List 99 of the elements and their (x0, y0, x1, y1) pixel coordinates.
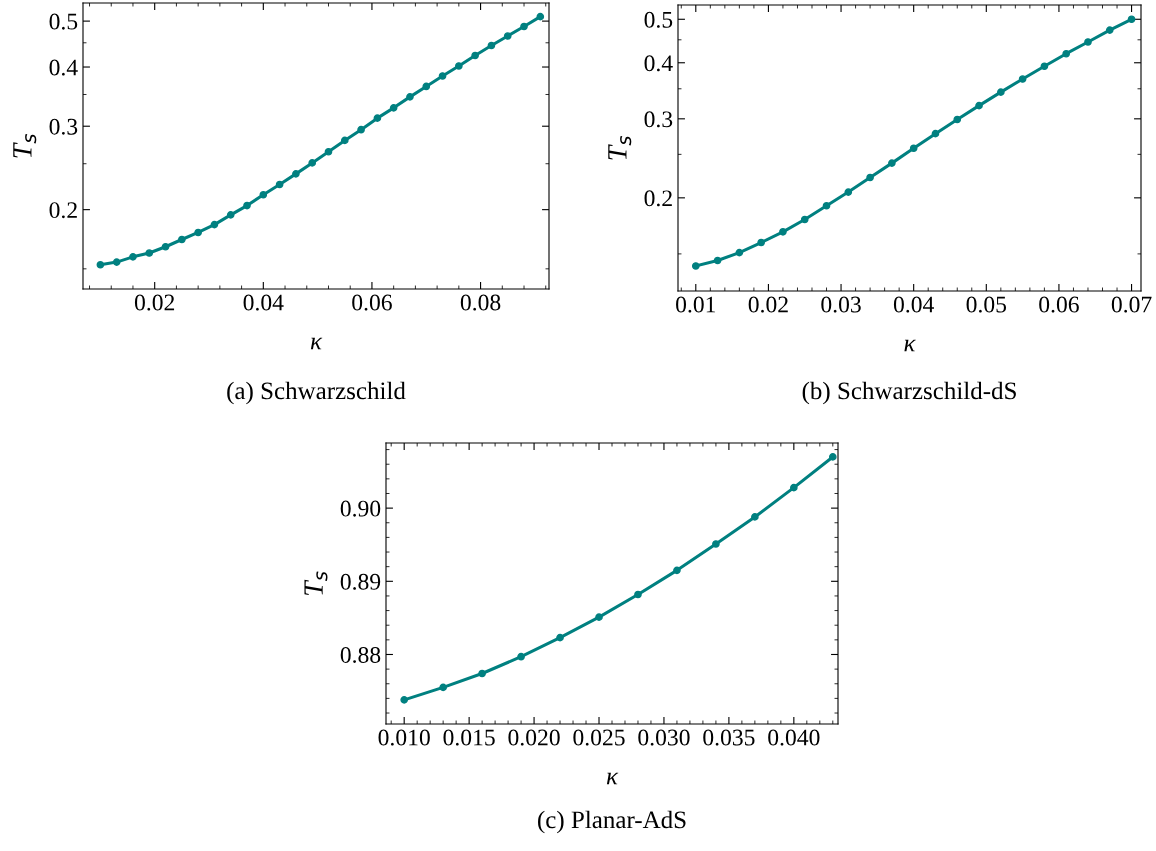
point (357, 125, 365, 134)
y-tick-label: 0.89 (340, 573, 381, 590)
point (800, 215, 809, 224)
point (822, 201, 831, 210)
y-tick-label: 0.3 (49, 118, 78, 135)
y-axis-title: T$_{s}$ (608, 135, 632, 160)
text: (c) Planar-AdS (538, 810, 686, 834)
point (517, 652, 525, 661)
point (259, 190, 268, 199)
x-tick-label: 0.040 (768, 729, 820, 746)
point (96, 260, 105, 269)
x-tick-label: 0.06 (352, 294, 392, 311)
y-tick-label: 0.88 (340, 646, 381, 664)
point (406, 93, 414, 101)
text: (b) Schwarzschild-dS (802, 381, 1016, 405)
point (751, 513, 759, 521)
y-tick-label: 0.5 (644, 11, 673, 28)
point (997, 88, 1005, 96)
point (975, 101, 983, 110)
y-tick-label: 0.90 (340, 500, 381, 517)
point (161, 242, 170, 251)
x-tick-label: 0.07 (1111, 296, 1152, 313)
point (487, 41, 496, 50)
x-tick-label: 0.030 (638, 729, 690, 746)
point (634, 590, 642, 599)
point (438, 72, 447, 80)
point (210, 220, 219, 229)
x-tick-label: 0.04 (893, 296, 934, 313)
point (340, 136, 349, 145)
point (422, 82, 431, 91)
point (953, 115, 962, 124)
x-tick-label: 0.04 (243, 294, 284, 311)
y-axis-title: T$_{s}$ (304, 571, 328, 596)
point (595, 613, 603, 621)
point (275, 180, 284, 189)
point (757, 238, 765, 247)
point (129, 253, 137, 261)
y-axis-title: T$_{s}$ (13, 133, 37, 158)
point (556, 633, 564, 642)
point (844, 188, 853, 196)
point (292, 170, 300, 178)
point (1105, 26, 1114, 34)
point (1127, 15, 1136, 24)
x-tick-label: 0.010 (378, 729, 430, 746)
point (194, 228, 202, 237)
point (712, 540, 720, 548)
point (478, 669, 486, 678)
point (389, 104, 398, 112)
y-tick-label: 0.2 (49, 202, 77, 219)
point (713, 256, 722, 265)
x-tick-label: 0.03 (821, 296, 861, 313)
point (178, 235, 186, 244)
point (226, 211, 235, 219)
text: (a) Schwarzschild (227, 381, 406, 405)
x-tick-label: 0.05 (966, 296, 1007, 313)
x-tick-label: 0.020 (508, 729, 560, 746)
point (866, 173, 874, 182)
point (400, 696, 409, 704)
x-axis-title: κ (606, 772, 619, 785)
point (324, 147, 333, 156)
x-tick-label: 0.06 (1039, 296, 1079, 313)
point (1062, 49, 1071, 58)
point (1018, 75, 1027, 83)
y-tick-label: 0.4 (49, 59, 78, 76)
x-tick-label: 0.035 (703, 729, 755, 746)
y-tick-label: 0.5 (49, 13, 78, 30)
point (931, 129, 940, 138)
point (909, 144, 918, 153)
point (1040, 62, 1049, 71)
point (471, 51, 479, 60)
point (673, 566, 681, 575)
y-tick-label: 0.3 (644, 111, 673, 128)
point (1084, 38, 1092, 46)
x-tick-label: 0.025 (573, 729, 625, 746)
point (691, 262, 700, 270)
point (455, 62, 463, 70)
point (503, 32, 512, 40)
x-axis-title: κ (904, 339, 916, 352)
point (735, 248, 744, 257)
y-tick-label: 0.2 (644, 190, 672, 207)
point (520, 22, 528, 31)
point (373, 114, 382, 122)
point (243, 201, 251, 210)
x-tick-label: 0.02 (134, 294, 175, 311)
x-tick-label: 0.01 (676, 296, 716, 313)
point (888, 159, 896, 167)
point (308, 159, 317, 167)
x-tick-label: 0.02 (748, 296, 788, 313)
point (145, 249, 154, 257)
x-axis-title: κ (310, 337, 323, 350)
x-tick-label: 0.08 (460, 294, 501, 311)
x-tick-label: 0.015 (443, 729, 495, 746)
point (828, 453, 837, 461)
point (779, 227, 787, 236)
y-tick-label: 0.4 (644, 55, 673, 72)
point (536, 12, 545, 21)
point (439, 683, 447, 692)
point (112, 258, 121, 266)
point (790, 483, 798, 492)
